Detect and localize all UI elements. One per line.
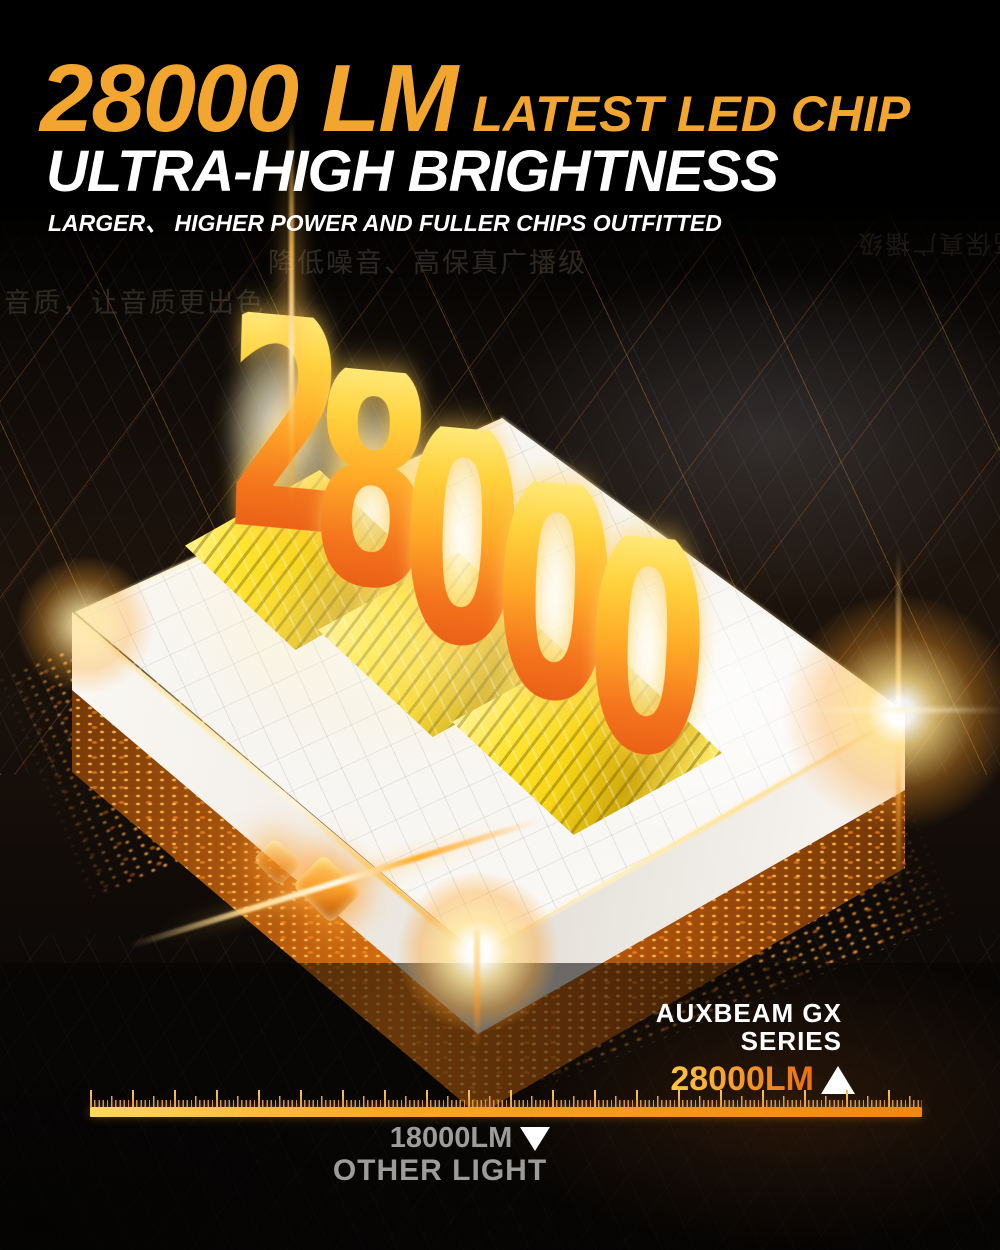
ruler-ticks-small: [90, 1100, 922, 1107]
chip-tagline-text: LATEST LED CHIP: [472, 86, 911, 142]
light-beam-vertical: [289, 115, 294, 505]
brand-line-2: SERIES: [740, 1025, 842, 1056]
comparison-ruler: [90, 1089, 922, 1117]
platform-bottom-tip-beam: [474, 930, 480, 1048]
headline: 28000 LM LATEST LED CHIP: [40, 44, 910, 154]
hero-digit-5: 0: [581, 467, 713, 827]
page-subtitle: LARGER、 HIGHER POWER AND FULLER CHIPS OU…: [48, 210, 722, 236]
digit-glow: [560, 510, 730, 790]
bottom-lumen-value: 18000LM: [389, 1122, 513, 1154]
lens-flare-streak: [795, 708, 1000, 712]
lens-flare-right-corner: [780, 592, 1000, 832]
lumen-value-text: 28000 LM: [40, 45, 458, 152]
bottom-lumen-marker: 18000LM: [280, 1122, 660, 1155]
light-beam-vertical-glow: [279, 130, 305, 490]
other-light-label: OTHER LIGHT: [332, 1154, 548, 1187]
lens-flare-left-corner: [15, 555, 155, 695]
down-triangle-icon: [520, 1126, 551, 1151]
watermark-line-2: 音质，让音质更出色: [4, 288, 265, 318]
ruler-bar: [90, 1107, 922, 1117]
up-triangle-icon: [821, 1065, 855, 1094]
watermark-line-1: 降低噪音、高保真广播级: [268, 248, 587, 278]
brand-line-1: AUXBEAM GX: [655, 998, 842, 1028]
page-title: ULTRA-HIGH BRIGHTNESS: [46, 139, 779, 204]
brand-series-label: AUXBEAM GX SERIES: [655, 998, 842, 1056]
